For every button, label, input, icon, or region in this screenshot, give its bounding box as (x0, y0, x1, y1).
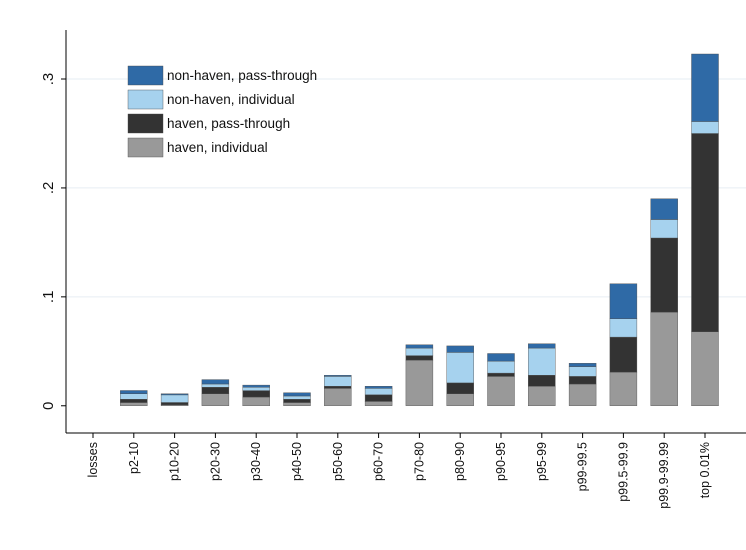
bar-p50-60-non-haven-individual (324, 376, 352, 387)
bar-p99.9-99.99-haven-individual (650, 311, 678, 407)
legend-label-1: non-haven, individual (167, 92, 295, 107)
bar-p60-70-haven-individual (364, 401, 393, 406)
bar-p99.5-99.9-haven-individual (609, 371, 638, 406)
bar-p2-10-non-haven-individual (120, 393, 148, 400)
bar-top 0.01%-non-haven-individual (691, 121, 719, 134)
legend: non-haven, pass-through non-haven, indivi… (127, 65, 317, 158)
axes: 0 .1 .2 .3 losses p2-10 p10-20 p20-30 p30-40 p40-… (40, 30, 746, 509)
x-tick-label-p2-10: p2-10 (127, 442, 141, 474)
bar-top 0.01%-haven-individual (691, 331, 719, 407)
bar-p20-30-non-haven-individual (201, 383, 230, 388)
bar-p99.5-99.9-non-haven-individual (609, 318, 638, 338)
y-tick-label-3: .3 (40, 73, 57, 86)
x-tick-label-p30-40: p30-40 (249, 442, 263, 481)
y-tick-label-2: .2 (40, 182, 57, 195)
bar-p40-50-non-haven-pass-through (283, 392, 311, 397)
bar-p95-99-haven-individual (528, 386, 556, 407)
bar-p40-50-non-haven-individual (283, 395, 311, 400)
bar-p50-60-haven-individual (324, 388, 352, 406)
legend-swatch-1 (127, 89, 164, 110)
bar-p20-30-non-haven-pass-through (201, 379, 230, 385)
legend-label-3: haven, individual (167, 140, 268, 155)
bar-p20-30-haven-individual (201, 393, 230, 406)
bar-p95-99-non-haven-pass-through (528, 343, 556, 349)
x-tick-label-p20-30: p20-30 (208, 442, 222, 481)
bar-p2-10-haven-individual (120, 402, 148, 406)
bar-p10-20-non-haven-pass-through (160, 393, 189, 396)
bars (120, 53, 719, 407)
bar-p99.9-99.99-haven-pass-through (650, 237, 678, 313)
x-tick-label-p60-70: p60-70 (372, 442, 386, 481)
bar-p40-50-haven-individual (283, 402, 311, 406)
bar-p99-99.5-non-haven-pass-through (568, 363, 597, 367)
bar-p60-70-haven-pass-through (364, 394, 393, 402)
y-tick-label-1: .1 (40, 291, 57, 304)
bar-p10-20-haven-pass-through (160, 402, 189, 405)
bar-p99-99.5-non-haven-individual (568, 366, 597, 377)
bar-p60-70-non-haven-individual (364, 388, 393, 395)
bar-p30-40-non-haven-pass-through (242, 384, 270, 388)
bar-p2-10-non-haven-pass-through (120, 390, 148, 394)
bar-p2-10-haven-pass-through (120, 399, 148, 403)
x-tick-label-p50-60: p50-60 (331, 442, 345, 481)
bar-p30-40-non-haven-individual (242, 387, 270, 391)
y-tick-label-0: 0 (40, 402, 57, 410)
x-tick-label-top 0.01%: top 0.01% (698, 442, 712, 498)
legend-label-2: haven, pass-through (167, 116, 290, 131)
legend-swatch-0 (127, 65, 164, 86)
bar-p99.5-99.9-non-haven-pass-through (609, 283, 638, 319)
x-tick-label-p99-99.5: p99-99.5 (576, 442, 590, 491)
x-tick-label-p80-90: p80-90 (453, 442, 467, 481)
bar-p99.9-99.99-non-haven-pass-through (650, 198, 678, 220)
bar-p80-90-haven-individual (446, 393, 474, 406)
bar-p70-80-non-haven-individual (405, 347, 434, 356)
bar-top 0.01%-non-haven-pass-through (691, 53, 719, 122)
bar-p20-30-haven-pass-through (201, 387, 230, 394)
x-tick-label-p99.9-99.99: p99.9-99.99 (657, 442, 671, 509)
legend-label-0: non-haven, pass-through (167, 68, 317, 83)
bar-p10-20-non-haven-individual (160, 394, 189, 403)
x-tick-label-p70-80: p70-80 (412, 442, 426, 481)
bar-p70-80-non-haven-pass-through (405, 344, 434, 349)
bar-p90-95-non-haven-individual (487, 360, 515, 374)
bar-top 0.01%-haven-pass-through (691, 133, 719, 332)
bar-p99.9-99.99-non-haven-individual (650, 219, 678, 239)
bar-p80-90-non-haven-individual (446, 352, 474, 384)
bar-p95-99-non-haven-individual (528, 347, 556, 376)
gridlines (66, 78, 746, 298)
bar-p70-80-haven-pass-through (405, 355, 434, 361)
x-tick-label-p10-20: p10-20 (168, 442, 182, 481)
bar-p70-80-haven-individual (405, 359, 434, 406)
bar-p50-60-haven-pass-through (324, 386, 352, 389)
x-tick-label-p99.5-99.9: p99.5-99.9 (616, 442, 630, 502)
bar-p30-40-haven-individual (242, 396, 270, 407)
bar-p30-40-haven-pass-through (242, 390, 270, 398)
x-tick-label-losses: losses (86, 442, 100, 477)
legend-swatch-3 (127, 137, 164, 158)
bar-p40-50-haven-pass-through (283, 399, 311, 403)
bar-p90-95-non-haven-pass-through (487, 353, 515, 362)
bar-p80-90-non-haven-pass-through (446, 345, 474, 353)
bar-p80-90-haven-pass-through (446, 382, 474, 394)
bar-p50-60-non-haven-pass-through (324, 375, 352, 377)
x-tick-label-p40-50: p40-50 (290, 442, 304, 481)
bar-p95-99-haven-pass-through (528, 375, 556, 387)
bar-p99-99.5-haven-pass-through (568, 376, 597, 385)
bar-p90-95-haven-individual (487, 376, 515, 406)
bar-p60-70-non-haven-pass-through (364, 386, 393, 389)
x-tick-label-p95-99: p95-99 (535, 442, 549, 481)
legend-swatch-2 (127, 113, 164, 134)
bar-p90-95-haven-pass-through (487, 372, 515, 377)
bar-p99-99.5-haven-individual (568, 383, 597, 406)
bar-p99.5-99.9-haven-pass-through (609, 337, 638, 373)
x-tick-label-p90-95: p90-95 (494, 442, 508, 481)
